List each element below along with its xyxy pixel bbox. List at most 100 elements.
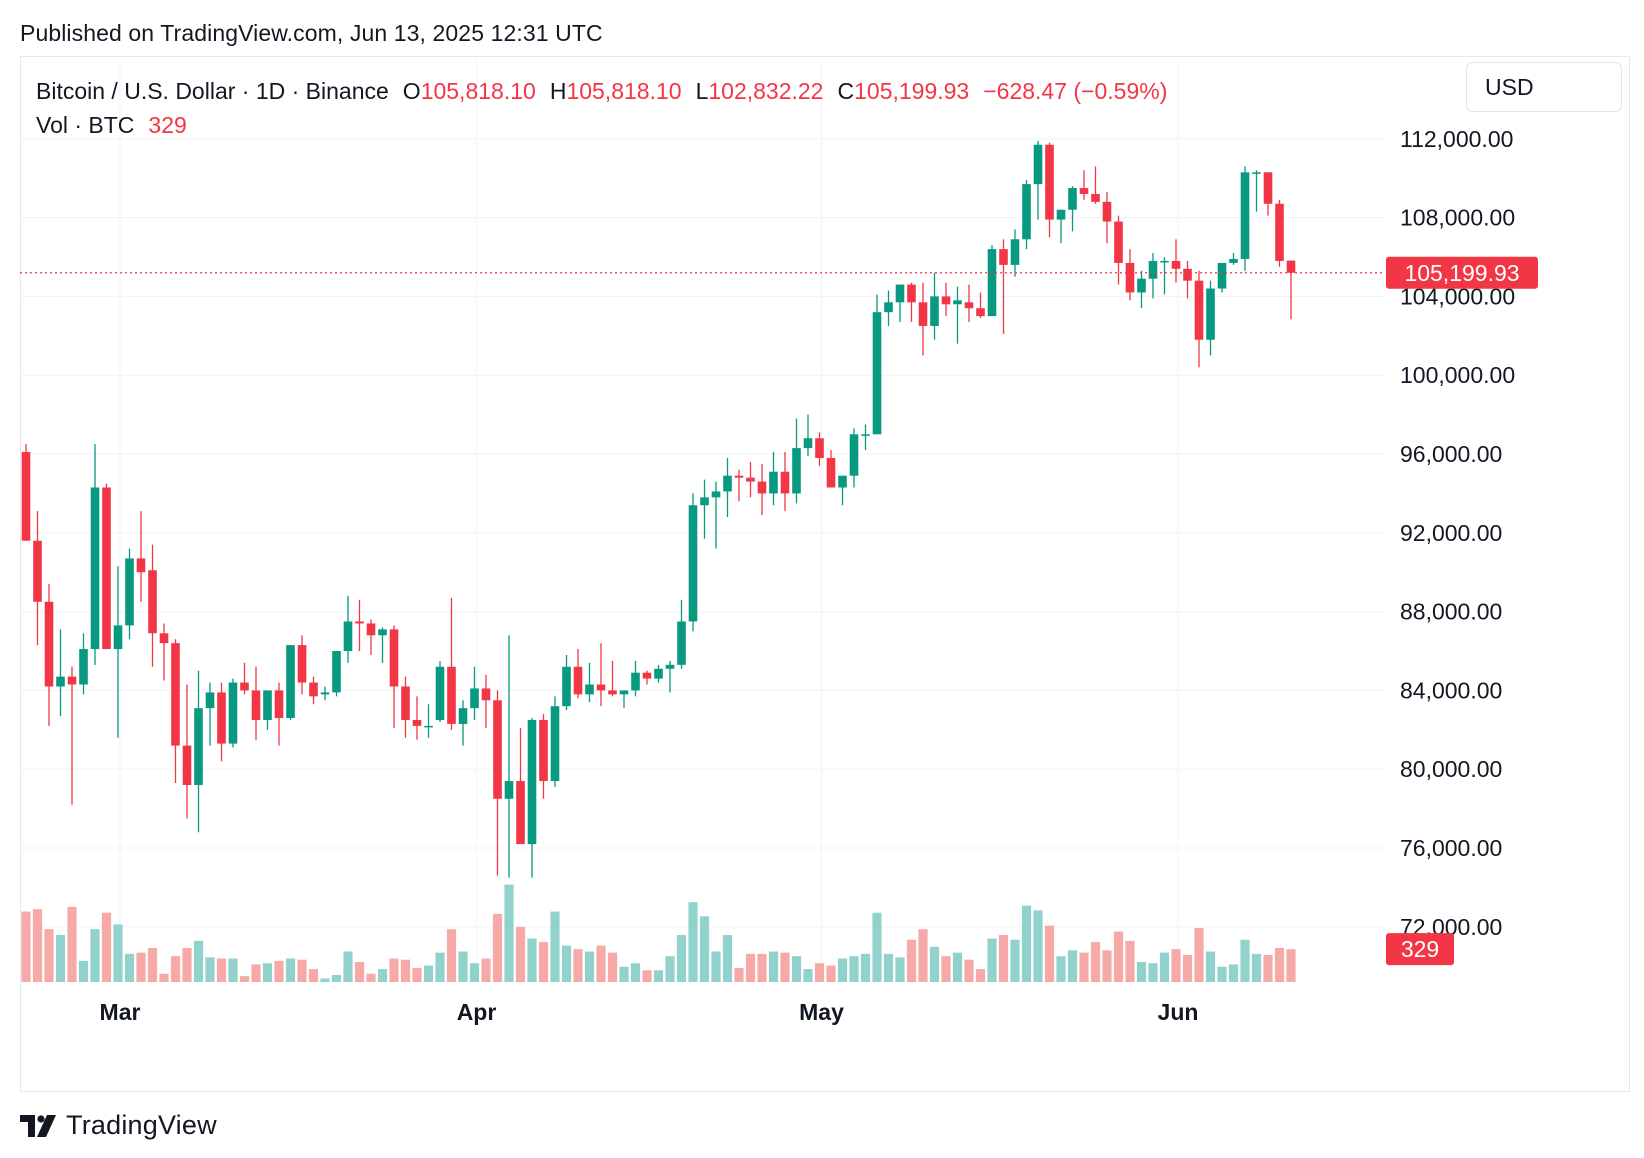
volume-bar xyxy=(458,951,468,982)
volume-bar xyxy=(929,946,940,982)
volume-bar xyxy=(182,947,192,982)
candle-body xyxy=(895,284,905,303)
candle-body xyxy=(217,692,226,744)
volume-bar xyxy=(1021,905,1032,982)
volume-bar xyxy=(1205,951,1216,982)
candle-body xyxy=(780,471,790,494)
candle-body xyxy=(861,434,870,436)
candle-body xyxy=(654,668,663,679)
volume-bar xyxy=(711,951,721,982)
volume-bar xyxy=(1148,963,1158,982)
candle-body xyxy=(44,601,54,687)
candle-body xyxy=(539,719,548,782)
candle-body xyxy=(665,664,675,669)
volume-bar xyxy=(883,953,894,982)
candle-body xyxy=(596,684,606,691)
candle-body xyxy=(136,558,146,573)
volume-bar xyxy=(136,952,146,982)
legend-volume-value: 329 xyxy=(148,112,187,138)
volume-bar xyxy=(665,956,675,982)
y-tick-label: 100,000.00 xyxy=(1400,362,1515,388)
candle-body xyxy=(1010,239,1020,265)
legend-symbol[interactable]: Bitcoin / U.S. Dollar · 1D · Binance xyxy=(36,78,389,104)
volume-bar xyxy=(860,953,871,982)
volume-bar xyxy=(561,945,572,982)
candle-body xyxy=(447,666,456,724)
footer-branding: TradingView xyxy=(20,1110,217,1141)
candle-body xyxy=(711,491,721,498)
volume-bar xyxy=(906,939,917,982)
candle-body xyxy=(458,708,468,724)
candle-body xyxy=(56,676,65,687)
footer-brand-name: TradingView xyxy=(66,1110,217,1140)
candle-body xyxy=(746,477,755,482)
volume-bar xyxy=(734,967,744,982)
volume-bar xyxy=(193,940,204,982)
volume-bar xyxy=(918,929,928,982)
currency-button[interactable]: USD xyxy=(1466,62,1622,112)
volume-bar xyxy=(630,963,641,982)
volume-bar xyxy=(308,969,319,982)
candle-body xyxy=(826,457,836,488)
candle-body xyxy=(1056,209,1066,220)
legend-volume-label[interactable]: Vol · BTC xyxy=(36,112,135,138)
candle-body xyxy=(412,719,422,726)
y-tick-label: 80,000.00 xyxy=(1400,756,1502,782)
candle-body xyxy=(1045,144,1054,220)
candle-body xyxy=(964,302,974,309)
candle-body xyxy=(263,690,272,720)
candle-body xyxy=(930,296,939,326)
candle-body xyxy=(102,487,111,650)
volume-bar xyxy=(607,952,618,982)
candle-body xyxy=(1217,262,1227,289)
volume-bar xyxy=(285,958,296,982)
candle-body xyxy=(1171,260,1181,269)
volume-bar xyxy=(297,959,307,982)
volume-bar xyxy=(469,963,480,982)
candle-body xyxy=(723,475,732,492)
volume-bar xyxy=(975,969,986,982)
candle-body xyxy=(504,781,514,799)
volume-bar xyxy=(1010,939,1020,982)
legend-high-label: H xyxy=(549,78,567,104)
last-price-tag xyxy=(1386,256,1538,289)
volume-bar xyxy=(573,949,583,982)
legend-volume-row: Vol · BTC 329 xyxy=(36,108,1167,142)
candle-body xyxy=(493,700,502,799)
candle-body xyxy=(562,666,571,707)
volume-bar xyxy=(1194,928,1204,982)
last-volume-tag-label: 329 xyxy=(1401,936,1439,962)
tradingview-logo-icon xyxy=(20,1114,56,1137)
volume-bar xyxy=(676,935,687,982)
volume-bar xyxy=(1159,952,1170,982)
volume-bar xyxy=(320,978,330,982)
x-tick-label: Apr xyxy=(457,999,497,1025)
candle-body xyxy=(792,448,801,494)
candle-body xyxy=(159,633,169,644)
volume-bar xyxy=(274,960,284,982)
candle-body xyxy=(918,302,928,326)
candle-body xyxy=(1194,280,1204,340)
y-tick-label: 96,000.00 xyxy=(1400,441,1502,467)
candle-body xyxy=(1263,172,1273,204)
volume-bar xyxy=(1274,947,1285,982)
volume-bar xyxy=(1033,910,1043,982)
volume-bar xyxy=(492,913,503,982)
volume-bar xyxy=(55,935,66,982)
candle-body xyxy=(79,649,88,685)
volume-bar xyxy=(1090,942,1101,982)
candle-body xyxy=(297,645,307,683)
volume-bar xyxy=(228,958,238,982)
candle-body xyxy=(1252,172,1261,174)
candle-body xyxy=(734,475,744,478)
candle-body xyxy=(320,692,330,695)
volume-bar xyxy=(527,938,537,982)
x-tick-label: Jun xyxy=(1158,999,1199,1025)
candle-body xyxy=(228,682,238,744)
volume-bar xyxy=(1240,939,1250,982)
candle-body xyxy=(21,452,31,541)
candle-body xyxy=(677,621,686,665)
candle-body xyxy=(67,676,77,685)
candle-body xyxy=(757,481,767,494)
